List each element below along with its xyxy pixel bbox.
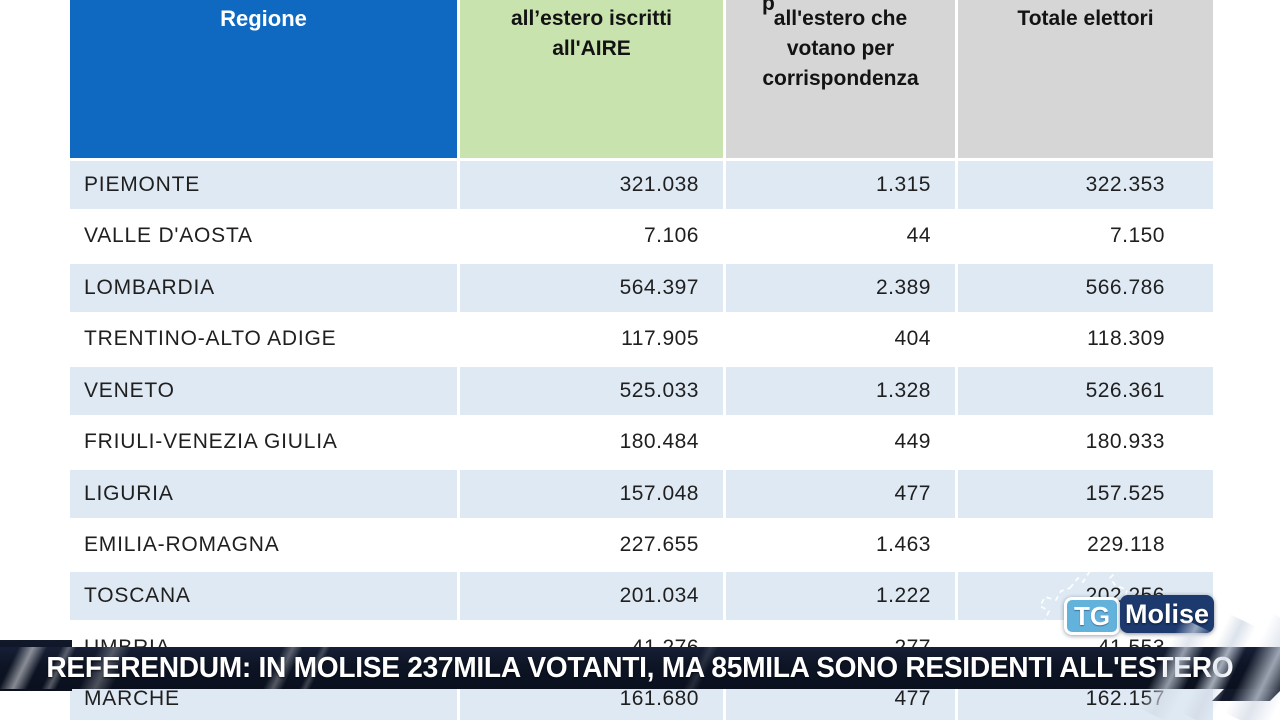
header-corrispondenza-line2: votano per — [786, 37, 895, 60]
ticker-text: REFERENDUM: IN MOLISE 237MILA VOTANTI, M… — [46, 651, 1234, 684]
totale-cell: 322.353 — [958, 161, 1213, 209]
aire-cell: 227.655 — [460, 521, 723, 569]
region-cell: TRENTINO-ALTO ADIGE — [70, 315, 457, 363]
table-row: FRIULI-VENEZIA GIULIA 180.484 449 180.93… — [70, 418, 1213, 466]
header-corrispondenza-line3: corrispondenza — [762, 67, 919, 90]
region-cell: VENETO — [70, 367, 457, 415]
posta-cell: 1.222 — [726, 572, 955, 620]
totale-cell: 229.118 — [958, 521, 1213, 569]
posta-cell: 404 — [726, 315, 955, 363]
table-header: Regione all’estero iscritti all'AIRE p a… — [70, 0, 1213, 158]
header-totale: Totale elettori — [958, 0, 1213, 158]
table-row: VENETO 525.033 1.328 526.361 — [70, 367, 1213, 415]
region-cell: TOSCANA — [70, 572, 457, 620]
table-row: VALLE D'AOSTA 7.106 44 7.150 — [70, 212, 1213, 260]
region-cell: PIEMONTE — [70, 161, 457, 209]
table-row: LIGURIA 157.048 477 157.525 — [70, 470, 1213, 518]
region-cell: LOMBARDIA — [70, 264, 457, 312]
totale-cell: 157.525 — [958, 470, 1213, 518]
header-aire-line2: all'AIRE — [552, 37, 631, 60]
totale-cell: 7.150 — [958, 212, 1213, 260]
totale-cell: 566.786 — [958, 264, 1213, 312]
header-regione: Regione — [70, 0, 457, 158]
header-aire: all’estero iscritti all'AIRE — [460, 0, 723, 158]
aire-cell: 157.048 — [460, 470, 723, 518]
tg-badge: TG — [1064, 597, 1120, 635]
header-corrispondenza-line1: all'estero che — [773, 7, 908, 30]
aire-cell: 117.905 — [460, 315, 723, 363]
aire-cell: 201.034 — [460, 572, 723, 620]
table-row: LOMBARDIA 564.397 2.389 566.786 — [70, 264, 1213, 312]
posta-cell: 44 — [726, 212, 955, 260]
table-row: EMILIA-ROMAGNA 227.655 1.463 229.118 — [70, 521, 1213, 569]
posta-cell: 2.389 — [726, 264, 955, 312]
posta-cell: 449 — [726, 418, 955, 466]
totale-cell: 180.933 — [958, 418, 1213, 466]
aire-cell: 180.484 — [460, 418, 723, 466]
header-regione-label: Regione — [220, 6, 307, 31]
news-ticker-banner: REFERENDUM: IN MOLISE 237MILA VOTANTI, M… — [0, 647, 1280, 689]
region-cell: EMILIA-ROMAGNA — [70, 521, 457, 569]
table-row: TOSCANA 201.034 1.222 202.256 — [70, 572, 1213, 620]
posta-cell: 477 — [726, 470, 955, 518]
totale-cell: 526.361 — [958, 367, 1213, 415]
table-row: PIEMONTE 321.038 1.315 322.353 — [70, 161, 1213, 209]
posta-cell: 1.328 — [726, 367, 955, 415]
aire-cell: 7.106 — [460, 212, 723, 260]
clipped-header-line-fragment: p — [762, 0, 775, 15]
header-aire-line1: all’estero iscritti — [510, 7, 673, 30]
region-cell: LIGURIA — [70, 470, 457, 518]
aire-cell: 525.033 — [460, 367, 723, 415]
aire-cell: 564.397 — [460, 264, 723, 312]
table-row: TRENTINO-ALTO ADIGE 117.905 404 118.309 — [70, 315, 1213, 363]
region-cell: FRIULI-VENEZIA GIULIA — [70, 418, 457, 466]
posta-cell: 1.463 — [726, 521, 955, 569]
header-corrispondenza: p all'estero che votano per corrisponden… — [726, 0, 955, 158]
header-totale-label: Totale elettori — [1017, 7, 1154, 30]
totale-cell: 118.309 — [958, 315, 1213, 363]
posta-cell: 1.315 — [726, 161, 955, 209]
aire-cell: 321.038 — [460, 161, 723, 209]
region-cell: VALLE D'AOSTA — [70, 212, 457, 260]
